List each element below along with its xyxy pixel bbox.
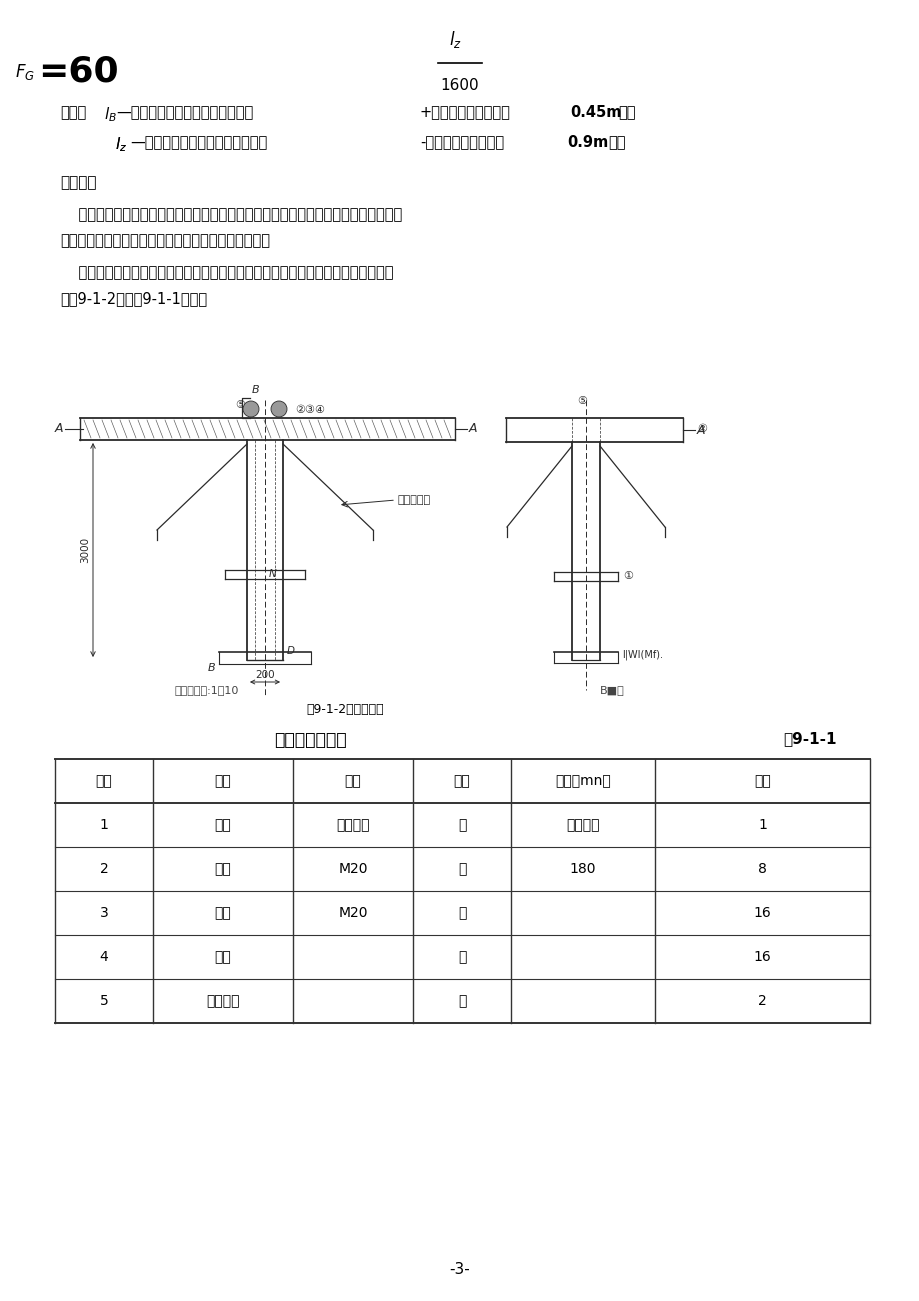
Text: 2: 2 [757,994,766,1008]
Text: 硬梁下弦杆: 硬梁下弦杆 [398,494,431,505]
Text: 矩形、双槽钢形及角钢桁架形，以矩形吊柱应用较多。: 矩形、双槽钢形及角钢桁架形，以矩形吊柱应用较多。 [60,233,269,248]
Text: 16: 16 [753,905,770,920]
Text: A: A [469,423,477,436]
Text: D: D [287,647,295,656]
Text: 3000: 3000 [80,537,90,563]
Text: $F_G$: $F_G$ [15,62,35,82]
Circle shape [243,401,259,418]
Text: —直线梁段长度，其值为边梁长度: —直线梁段长度，其值为边梁长度 [116,105,253,120]
Text: A: A [697,424,705,437]
Text: 1: 1 [99,818,108,833]
Text: ①: ① [622,571,632,582]
Text: ②: ② [697,424,706,435]
Text: -3-: -3- [449,1262,470,1278]
Text: ⑤: ⑤ [576,396,586,406]
Text: 180: 180 [569,863,596,876]
Text: 按设计选: 按设计选 [335,818,369,833]
Text: $l_z$: $l_z$ [448,29,461,49]
Text: M20: M20 [338,905,368,920]
Text: ②③④: ②③④ [295,405,324,415]
Text: B: B [207,664,215,673]
Text: 0.9m: 0.9m [566,135,607,150]
Text: 垫片: 垫片 [214,950,231,964]
Text: 5: 5 [99,994,108,1008]
Text: M20: M20 [338,863,368,876]
Text: 套: 套 [458,994,466,1008]
Text: 4: 4 [99,950,108,964]
Text: 序号: 序号 [96,774,112,788]
Text: 如图9-1-2，及表9-1-1所示。: 如图9-1-2，及表9-1-1所示。 [60,291,207,306]
Text: 吊柱安装在硬横梁下弦杆上，用于装配腕臂支持装置。吊柱按横断面形状分为管形、: 吊柱安装在硬横梁下弦杆上，用于装配腕臂支持装置。吊柱按横断面形状分为管形、 [60,207,402,222]
Text: —曲线梁段长度，其值为中梁长度: —曲线梁段长度，其值为中梁长度 [130,135,267,150]
Text: 200: 200 [255,670,275,680]
Text: 表9-1-1: 表9-1-1 [782,731,836,745]
Text: 褴栓: 褴栓 [214,863,231,876]
Text: ⑤: ⑤ [234,399,244,410]
Text: 个: 个 [458,950,466,964]
Text: $l_B$: $l_B$ [104,105,117,124]
Text: 吊柱安装材料表: 吊柱安装材料表 [273,731,346,749]
Text: 16: 16 [753,950,770,964]
Text: A: A [54,423,62,436]
Text: 按设计选: 按设计选 [565,818,599,833]
Text: 上固定杆: 上固定杆 [206,994,240,1008]
Text: 三、吊柱: 三、吊柱 [60,176,96,190]
Text: 个: 个 [458,905,466,920]
Text: $l_z$: $l_z$ [115,135,127,154]
Text: 单位: 单位 [453,774,470,788]
Text: B■日: B■日 [599,686,624,695]
Text: B: B [252,385,259,396]
Text: 长度（mn）: 长度（mn） [554,774,610,788]
Text: 1600: 1600 [440,78,479,92]
Text: 3: 3 [99,905,108,920]
Text: 褴母: 褴母 [214,905,231,920]
Text: 矩形吊柱由吊柱本体、顶板、加劲板、底板焊接而成。吊柱通过顶板与硬横梁连接: 矩形吊柱由吊柱本体、顶板、加劲板、底板焊接而成。吊柱通过顶板与硬横梁连接 [60,265,393,280]
Text: ）；: ）； [618,105,635,120]
Text: 8: 8 [757,863,766,876]
Text: 式中，: 式中， [60,105,86,120]
Text: +中梁直线部分长度（: +中梁直线部分长度（ [420,105,510,120]
Text: 名称: 名称 [214,774,231,788]
Text: 0.45m: 0.45m [570,105,621,120]
Text: 2: 2 [99,863,108,876]
Circle shape [271,401,287,418]
Text: $l_z$: $l_z$ [115,135,127,154]
Text: 图9-1-2吊柱安装图: 图9-1-2吊柱安装图 [306,703,383,716]
Text: 根: 根 [458,818,466,833]
Text: 数量: 数量 [754,774,770,788]
Text: N: N [268,569,277,579]
Text: 1: 1 [757,818,766,833]
Text: -中梁直线部分长度（: -中梁直线部分长度（ [420,135,504,150]
Text: 规格: 规格 [345,774,361,788]
Text: l|WI(Mf).: l|WI(Mf). [621,649,663,660]
Text: 根: 根 [458,863,466,876]
Text: =60: =60 [38,55,119,88]
Text: 吸柱: 吸柱 [214,818,231,833]
Text: 吊坯安装图:1：10: 吊坯安装图:1：10 [175,686,239,695]
Text: ）；: ）； [607,135,625,150]
